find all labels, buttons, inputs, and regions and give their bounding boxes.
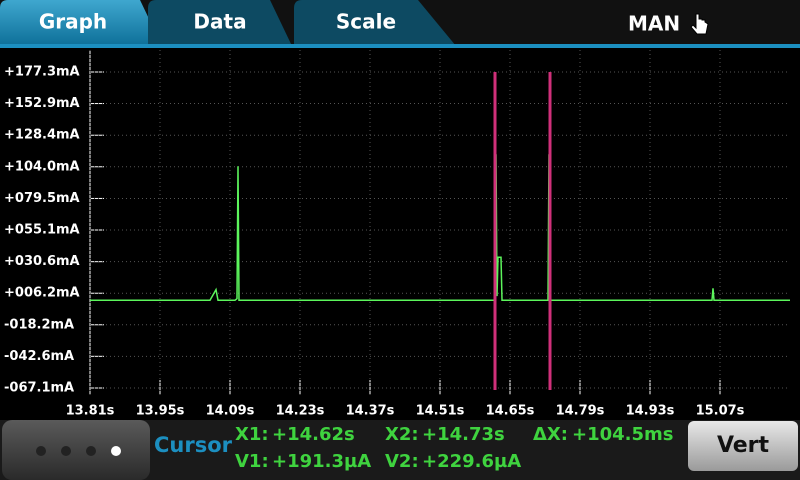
y-tick-label: -018.2mA <box>4 317 74 332</box>
tab-label[interactable]: Scale <box>336 10 396 34</box>
dot <box>61 446 71 456</box>
vert-button[interactable] <box>688 421 798 471</box>
x-tick-label: 13.81s <box>66 404 115 419</box>
y-tick-label: -067.1mA <box>4 381 74 396</box>
tab-graph[interactable] <box>0 0 162 46</box>
readout-label: X2: <box>385 424 419 445</box>
x-tick-label: 14.51s <box>416 404 465 419</box>
readout-value: +14.73s <box>422 424 505 445</box>
y-tick-label: +152.9mA <box>4 96 80 111</box>
hand-icon[interactable] <box>690 13 709 35</box>
readout-value: +191.3µA <box>272 451 371 472</box>
tab-label[interactable]: Data <box>193 10 246 34</box>
y-tick-label: +104.0mA <box>4 159 80 174</box>
y-tick-label: +079.5mA <box>4 191 80 206</box>
tab-data[interactable] <box>148 0 292 46</box>
readout-label: X1: <box>235 424 269 445</box>
x-tick-label: 14.79s <box>556 404 605 419</box>
readout-value: +14.62s <box>272 424 355 445</box>
y-tick-label: +006.2mA <box>4 286 80 301</box>
y-tick-label: +128.4mA <box>4 128 80 143</box>
y-tick-label: +030.6mA <box>4 254 80 269</box>
tab-underline <box>0 44 800 48</box>
x-tick-label: 14.09s <box>206 404 255 419</box>
x-tick-label: 15.07s <box>696 404 745 419</box>
x-tick-label: 14.65s <box>486 404 535 419</box>
x-tick-label: 13.95s <box>136 404 185 419</box>
trace <box>90 154 790 301</box>
swipe-panel[interactable] <box>2 420 150 480</box>
mode[interactable]: MAN <box>628 12 680 36</box>
readout-label: V2: <box>385 451 419 472</box>
y-tick-label: +055.1mA <box>4 223 80 238</box>
tab-label[interactable]: Graph <box>39 10 107 34</box>
dot <box>86 446 96 456</box>
button-label[interactable]: Vert <box>717 433 770 458</box>
dot <box>111 446 121 456</box>
y-tick-label: -042.6mA <box>4 349 74 364</box>
x-tick-label: 14.93s <box>626 404 675 419</box>
readout-value: +229.6µA <box>422 451 521 472</box>
readout-label: V1: <box>235 451 269 472</box>
x-tick-label: 14.23s <box>276 404 325 419</box>
plot: +177.3mA +152.9mA +128.4mA +104.0mA +079.5mA… <box>4 50 790 419</box>
readout-value: +104.5ms <box>572 424 674 445</box>
readout-title: Cursor <box>154 433 233 457</box>
dot <box>36 446 46 456</box>
readout-label: ΔX: <box>533 424 568 445</box>
tab-scale[interactable] <box>294 0 456 46</box>
x-tick-label: 14.37s <box>346 404 395 419</box>
y-tick-label: +177.3mA <box>4 65 80 80</box>
